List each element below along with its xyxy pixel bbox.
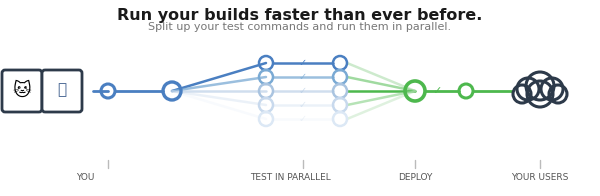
Text: 🐱: 🐱 [13,82,31,100]
Circle shape [526,72,554,100]
Text: ✓: ✓ [299,58,307,68]
Text: DEPLOY: DEPLOY [398,173,432,182]
Text: Run your builds faster than ever before.: Run your builds faster than ever before. [118,8,482,23]
Text: 🗄: 🗄 [58,83,67,97]
Circle shape [513,85,531,103]
Text: ✓: ✓ [299,114,307,124]
Text: ✓: ✓ [299,100,307,110]
Text: TEST IN PARALLEL: TEST IN PARALLEL [250,173,331,182]
Text: Split up your test commands and run them in parallel.: Split up your test commands and run them… [148,22,452,32]
FancyBboxPatch shape [42,70,82,112]
Text: ✓: ✓ [299,86,307,96]
FancyBboxPatch shape [2,70,42,112]
Text: YOUR USERS: YOUR USERS [511,173,569,182]
Circle shape [541,78,563,100]
Circle shape [527,81,553,107]
Text: ✓: ✓ [433,86,442,96]
Text: YOU: YOU [76,173,94,182]
Circle shape [549,85,567,103]
Circle shape [517,78,539,100]
Text: ✓: ✓ [299,72,307,82]
